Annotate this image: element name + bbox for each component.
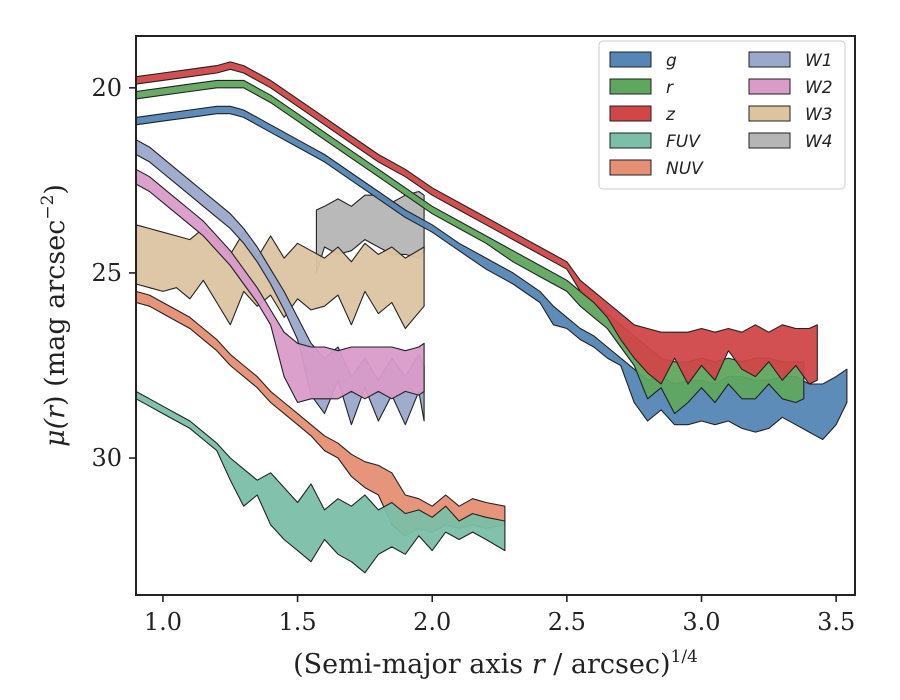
series-band-z (135, 61, 818, 385)
series-band-w3 (135, 224, 425, 330)
series-band-nuv (135, 290, 506, 537)
legend-swatch-w4 (748, 132, 791, 149)
legend-swatch-w1 (748, 51, 791, 68)
y-tick-label: 30 (91, 444, 122, 472)
legend-label-fuv: FUV (666, 132, 701, 152)
series-band-g (135, 105, 848, 441)
legend-swatch-r (609, 78, 652, 95)
legend-swatch-g (609, 51, 652, 68)
legend-swatch-w2 (748, 78, 791, 95)
series-band-r (135, 79, 805, 415)
legend-box (598, 40, 846, 190)
plot-frame (135, 35, 856, 596)
x-tick-label: 2.0 (413, 608, 451, 636)
legend-label-w4: W4 (805, 132, 833, 152)
y-tick-label: 25 (91, 259, 122, 287)
legend-label-z: z (665, 105, 676, 125)
legend: grz FUV NUV W1 W2 W3 W4 (598, 40, 846, 190)
legend-label-w3: W3 (805, 105, 833, 125)
series-band-w2 (135, 168, 425, 404)
legend-label-r: r (666, 78, 674, 98)
y-tick-label: 20 (91, 74, 122, 102)
legend-swatch-z (609, 105, 652, 122)
ticks-layer: 1.0 1.5 2.0 2.5 3.0 3.5 20 25 30 (91, 74, 855, 636)
y-axis-label: μ(r) (mag arcsec−2) (38, 184, 71, 447)
legend-swatch-w3 (748, 105, 791, 122)
x-axis-label: (Semi-major axis r / arcsec)1/4 (293, 647, 698, 680)
legend-swatch-fuv (609, 132, 652, 149)
legend-swatch-nuv (609, 159, 652, 176)
x-tick-label: 3.5 (817, 608, 855, 636)
legend-label-w2: W2 (805, 78, 833, 98)
series-layer (135, 61, 848, 574)
x-tick-label: 3.0 (682, 608, 720, 636)
x-tick-label: 2.5 (548, 608, 586, 636)
series-band-fuv (135, 390, 506, 574)
legend-label-nuv: NUV (666, 159, 704, 179)
x-tick-label: 1.5 (278, 608, 316, 636)
legend-label-w1: W1 (805, 51, 833, 71)
x-tick-label: 1.0 (144, 608, 182, 636)
legend-label-g: g (666, 51, 677, 71)
